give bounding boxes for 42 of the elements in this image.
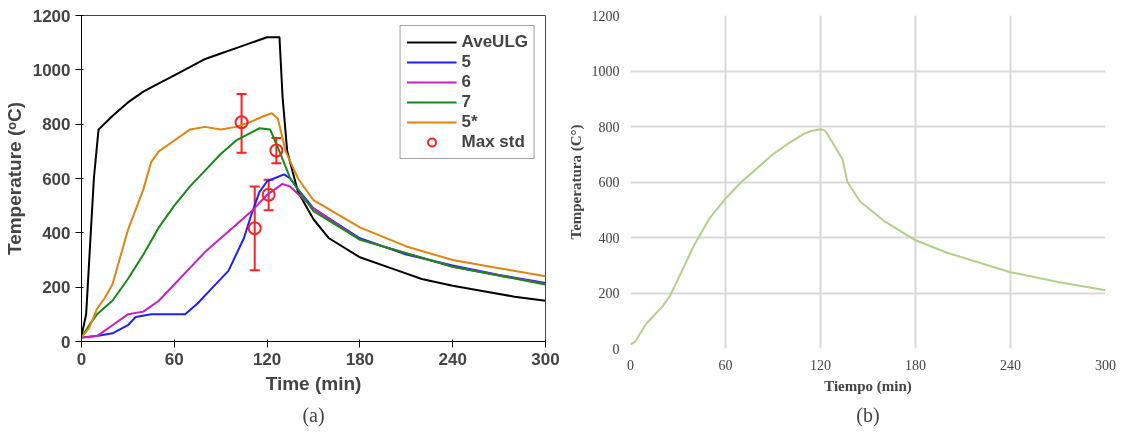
legend-label: AveULG bbox=[461, 32, 528, 52]
y-tick-label: 800 bbox=[42, 115, 71, 135]
x-axis-title: Tiempo (min) bbox=[824, 377, 912, 395]
legend-label: 5* bbox=[461, 112, 479, 132]
y-tick-label: 1200 bbox=[32, 6, 71, 26]
y-tick-label: 600 bbox=[598, 175, 620, 190]
x-tick-label: 60 bbox=[718, 357, 733, 373]
point bbox=[247, 221, 262, 236]
x-tick-label: 180 bbox=[905, 357, 926, 373]
x-tick-label: 180 bbox=[345, 349, 375, 369]
legend-label: 7 bbox=[461, 92, 472, 112]
x-tick-label: 120 bbox=[810, 357, 831, 373]
x-tick-label: 240 bbox=[1000, 357, 1021, 373]
point bbox=[234, 115, 249, 130]
x-tick-label: 0 bbox=[627, 357, 634, 373]
legend-label: 6 bbox=[461, 72, 472, 92]
legend-label: Max std bbox=[461, 132, 525, 152]
x-tick-label: 120 bbox=[252, 349, 282, 369]
y-tick-label: 600 bbox=[42, 169, 71, 189]
y-tick-label: 800 bbox=[598, 119, 620, 135]
y-tick-label: 400 bbox=[598, 230, 620, 246]
point bbox=[269, 143, 284, 158]
x-tick-label: 300 bbox=[531, 349, 560, 369]
text: (b) bbox=[856, 403, 880, 427]
y-tick-label: 1200 bbox=[591, 8, 620, 24]
y-tick-label: 0 bbox=[61, 332, 71, 352]
x-tick-label: 60 bbox=[164, 349, 184, 369]
y-axis-title: Temperature (ᵒC) bbox=[3, 101, 25, 256]
y-tick-label: 200 bbox=[42, 278, 71, 298]
x-axis-title: Time (min) bbox=[265, 372, 362, 394]
line-series bbox=[630, 128, 1106, 346]
x-tick-label: 240 bbox=[438, 349, 467, 369]
x-tick-label: 300 bbox=[1095, 357, 1116, 373]
point bbox=[261, 187, 276, 202]
legend-label: 5 bbox=[461, 52, 472, 72]
y-tick-label: 400 bbox=[42, 223, 71, 243]
y-tick-label: 1000 bbox=[32, 60, 71, 80]
text: (a) bbox=[302, 403, 325, 427]
y-axis-title: Temperatura (C°) bbox=[567, 124, 585, 240]
x-tick-label: 0 bbox=[76, 349, 87, 369]
y-tick-label: 200 bbox=[598, 286, 620, 301]
y-tick-label: 1000 bbox=[591, 64, 620, 79]
